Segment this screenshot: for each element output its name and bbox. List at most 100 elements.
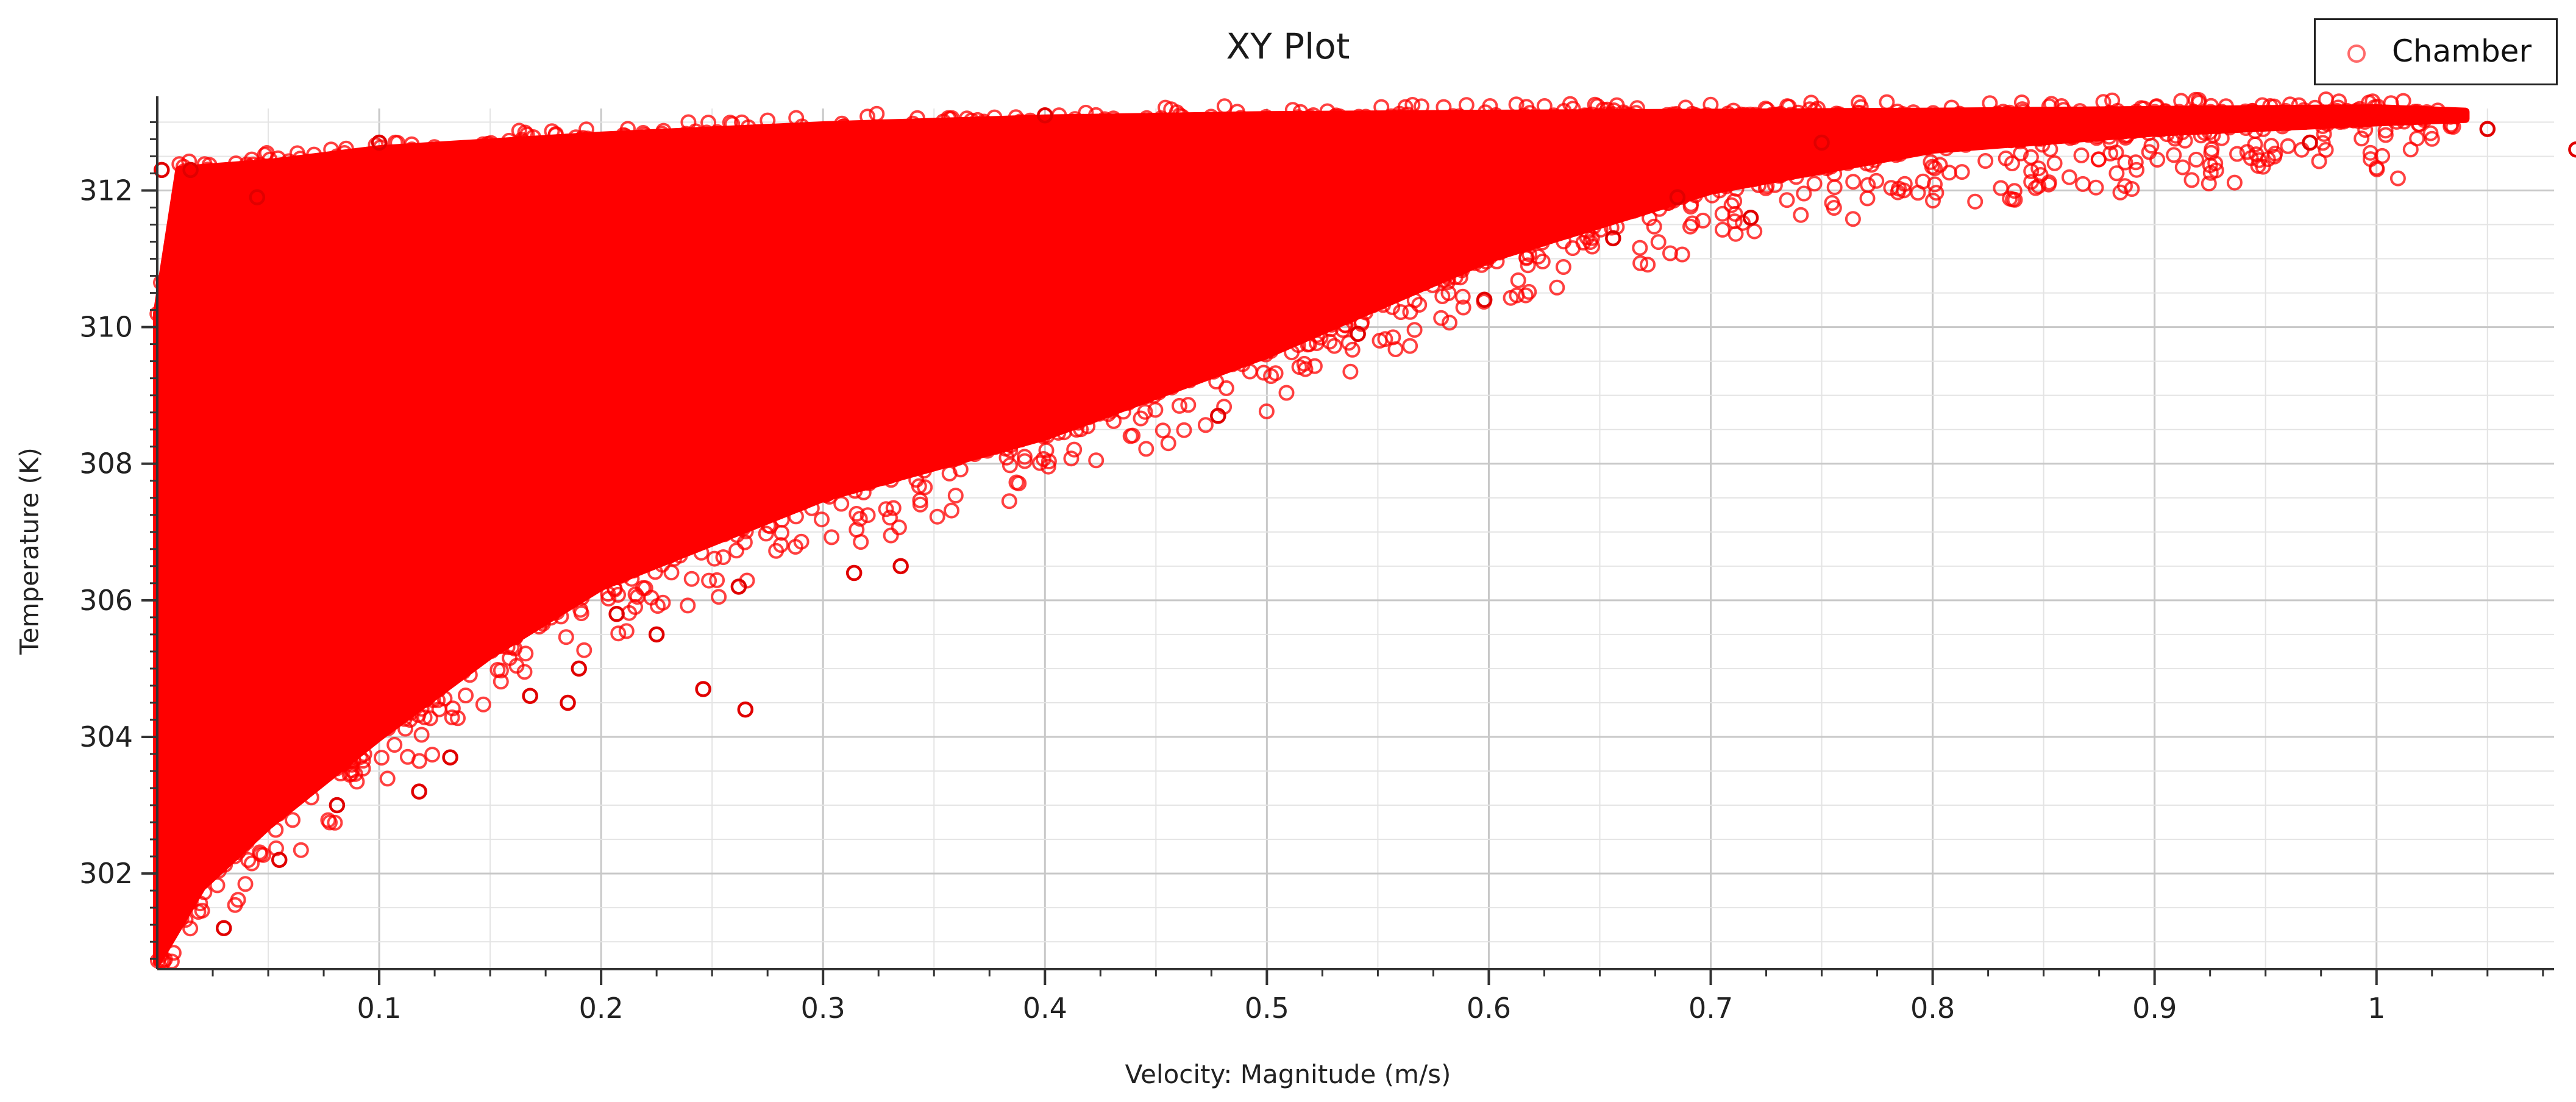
data-point [2171, 104, 2188, 120]
data-point [518, 645, 534, 662]
data-point [371, 134, 388, 151]
data-point [2314, 114, 2331, 130]
data-point [2117, 178, 2133, 194]
data-point [1393, 304, 1409, 320]
data-point [493, 638, 509, 655]
data-point [1879, 94, 1895, 110]
data-point [793, 533, 809, 550]
data-point [916, 463, 932, 479]
data-point [1605, 230, 1621, 247]
data-point [1097, 111, 1113, 127]
data-point [182, 894, 199, 911]
data-point [1810, 160, 1827, 176]
data-point [1373, 99, 1390, 115]
data-point [413, 727, 430, 743]
data-point [814, 511, 830, 528]
data-point [262, 151, 278, 168]
data-point [2204, 141, 2220, 157]
data-point [573, 605, 589, 622]
data-point [517, 124, 533, 141]
data-point [2101, 129, 2118, 145]
data-point [636, 127, 652, 143]
data-point [1091, 405, 1108, 422]
x-tick-label: 0.3 [801, 992, 845, 1025]
data-point [976, 113, 992, 130]
data-point [2004, 155, 2020, 171]
data-point [773, 537, 789, 553]
chart-title: XY Plot [1226, 26, 1350, 67]
data-points [149, 91, 2576, 970]
data-point [882, 510, 898, 526]
data-point [2218, 98, 2234, 115]
data-point [740, 119, 756, 135]
data-point [2479, 121, 2496, 137]
data-point [869, 105, 885, 122]
data-point [716, 526, 733, 542]
data-point [1851, 94, 1867, 111]
data-point [2007, 191, 2023, 208]
data-point [1932, 157, 1948, 173]
data-point [576, 642, 592, 658]
data-point [1487, 107, 1504, 123]
data-point [1035, 451, 1051, 467]
data-point [181, 153, 197, 169]
data-point [2238, 120, 2254, 136]
data-point [1387, 341, 1404, 357]
data-point [1218, 380, 1234, 396]
data-point [1826, 179, 1843, 196]
data-point [1451, 260, 1468, 277]
data-point [709, 124, 725, 140]
data-point [678, 126, 694, 142]
data-point [1723, 197, 1740, 213]
data-point [1665, 106, 1681, 123]
data-point [1595, 101, 1611, 118]
data-point [1120, 394, 1137, 411]
data-point [847, 483, 863, 499]
data-point [2117, 154, 2133, 171]
data-point [2127, 154, 2144, 171]
data-point [730, 578, 747, 595]
data-point [2389, 170, 2406, 187]
data-point [1206, 363, 1222, 380]
data-point [935, 113, 952, 130]
data-point [2393, 110, 2410, 126]
data-point [1536, 98, 1553, 114]
x-tick-label: 0.1 [357, 992, 401, 1025]
data-point [738, 523, 754, 539]
data-point [2237, 103, 2254, 119]
data-point [1008, 109, 1024, 126]
data-point [230, 892, 246, 908]
data-point [2250, 158, 2266, 174]
data-point [1859, 190, 1876, 207]
data-point [237, 876, 254, 892]
data-point [680, 114, 697, 130]
data-point [574, 589, 590, 606]
y-tick-label: 310 [79, 311, 133, 344]
data-point [2073, 147, 2090, 163]
x-tick-label: 1 [2368, 992, 2385, 1025]
data-point [2346, 112, 2361, 129]
data-point [1925, 193, 1941, 209]
data-point [635, 580, 651, 596]
data-point [908, 472, 925, 488]
data-point [672, 547, 688, 564]
data-point [700, 115, 717, 131]
data-point [1458, 97, 1475, 113]
data-point [1518, 250, 1535, 266]
data-point [1617, 106, 1633, 123]
data-point [663, 564, 680, 581]
data-point [859, 474, 875, 491]
data-point [2226, 174, 2243, 191]
data-point [1413, 98, 1429, 115]
data-point [1163, 101, 1179, 118]
data-point [227, 848, 243, 865]
data-point [683, 571, 700, 587]
data-point [194, 903, 210, 919]
data-point [579, 130, 596, 147]
legend-marker-icon [2347, 44, 2366, 63]
data-point [1203, 108, 1219, 125]
data-point [1402, 338, 1418, 354]
data-point [411, 753, 427, 769]
data-point [2369, 161, 2385, 177]
data-point [941, 465, 958, 482]
